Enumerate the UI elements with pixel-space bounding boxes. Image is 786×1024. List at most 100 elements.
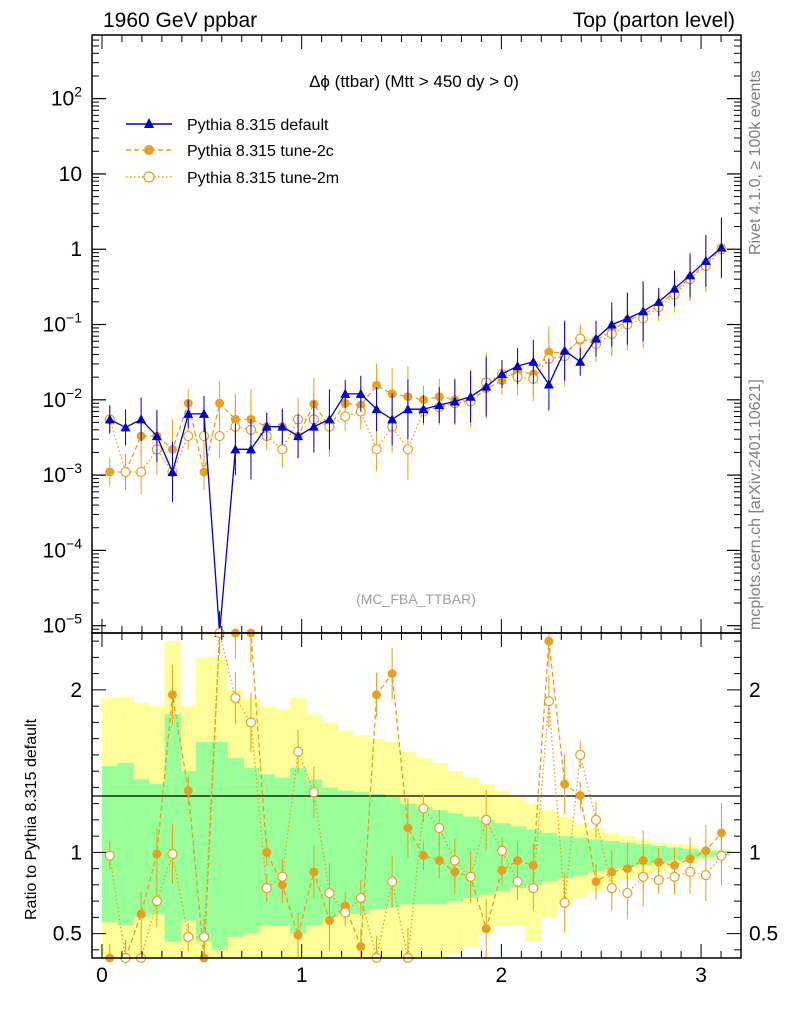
main-default-point: [653, 296, 664, 306]
main-tune2m-point: [136, 466, 147, 478]
ratio-tune2m-point: [198, 931, 210, 942]
ratio-tune2m-point: [638, 871, 649, 882]
ratio-y-axis-label: Ratio to Pythia 8.315 default: [23, 718, 40, 920]
main-default-point: [575, 356, 586, 366]
ratio-ytick-label-left: 0.5: [53, 923, 82, 946]
main-default-point: [167, 466, 178, 476]
ratio-tune2c-point: [356, 942, 366, 952]
main-ytick-exponent: 2: [74, 84, 82, 100]
main-ytick-label: 1: [70, 238, 82, 261]
ratio-tune2m-point: [449, 855, 460, 866]
ratio-tune2m-point: [465, 871, 476, 882]
ratio-tune2m-point: [669, 871, 680, 882]
main-tune2m-point: [120, 466, 131, 478]
main-default-point: [606, 319, 617, 329]
ratio-band-inner: [180, 771, 197, 921]
main-ytick-label: 10−4: [43, 535, 83, 562]
legend-default-marker: [144, 118, 154, 128]
main-default-point: [434, 400, 445, 410]
ratio-tune2m-point: [559, 897, 570, 908]
main-tune2m-point: [183, 430, 194, 442]
ratio-band-inner: [290, 767, 307, 934]
main-ytick-label: 102: [51, 84, 82, 111]
ratio-plot-frame: [91, 632, 742, 959]
ratio-tune2m-point: [716, 850, 727, 861]
ratio-tune2m-line: [109, 632, 722, 959]
main-tune2m-point: [575, 333, 586, 344]
main-default-point: [104, 414, 115, 424]
legend: Pythia 8.315 default Pythia 8.315 tune-2…: [126, 117, 339, 187]
ratio-ytick-label-right: 2: [749, 679, 761, 702]
ratio-tune2m-point: [245, 717, 257, 728]
main-default-point: [591, 333, 602, 343]
main-ytick-exponent: −3: [66, 460, 82, 476]
legend-default-label: Pythia 8.315 default: [187, 117, 329, 134]
ratio-tune2c-point: [387, 669, 397, 679]
ratio-tune2c-point: [434, 856, 444, 865]
main-default-point: [496, 369, 507, 379]
ratio-band-inner: [227, 758, 244, 937]
legend-tune2m-marker: [143, 171, 155, 183]
ratio-tune2c-point: [309, 867, 319, 877]
main-tune2m-line: [109, 248, 722, 474]
ratio-tune2m-point: [418, 803, 429, 814]
ratio-tune2m-point: [230, 692, 241, 704]
main-default-point: [700, 255, 711, 265]
main-default-point: [512, 361, 523, 371]
ratio-tune2m-point: [277, 871, 288, 882]
main-default-point: [277, 421, 288, 431]
axis-ticks: [92, 34, 742, 958]
main-ytick-label: 10−2: [43, 385, 83, 412]
ratio-tune2c-point: [152, 849, 162, 859]
main-default-point: [324, 414, 335, 424]
main-default-point: [465, 391, 476, 401]
main-tune2c-point: [372, 380, 382, 390]
ratio-bands: [101, 641, 730, 958]
ratio-band-inner: [211, 741, 228, 950]
main-ytick-label: 10−3: [43, 460, 83, 487]
ratio-band-inner: [556, 836, 574, 879]
ratio-band-inner: [133, 779, 150, 918]
main-ytick-exponent: −5: [66, 611, 82, 627]
ratio-tune2m-point: [167, 848, 178, 860]
main-default-point: [199, 408, 210, 418]
xtick-label: 1: [296, 964, 308, 987]
main-default-point: [543, 379, 554, 389]
ratio-tune2c-point: [183, 786, 193, 796]
main-tune2m-point: [402, 444, 414, 455]
main-ytick-label: 10: [59, 163, 82, 186]
main-default-point: [355, 388, 366, 398]
main-default-point: [559, 345, 570, 355]
main-default-point: [308, 421, 319, 431]
ratio-tune2m-point: [606, 883, 617, 894]
ratio-band-inner: [196, 741, 213, 942]
ratio-ytick-label-left: 1: [70, 841, 82, 864]
ratio-tune2c-line: [109, 632, 722, 959]
main-default-point: [340, 388, 351, 398]
ratio-tune2m-point: [528, 883, 539, 894]
ratio-tune2m-point: [575, 749, 586, 760]
main-default-line: [109, 247, 722, 634]
xtick-label: 2: [496, 964, 508, 987]
ratio-tune2m-point: [308, 787, 319, 798]
ratio-band-inner: [541, 832, 558, 882]
main-default-point: [528, 356, 539, 366]
ratio-ytick-label-right: 0.5: [749, 923, 778, 946]
main-default-point: [245, 444, 256, 454]
ratio-tune2m-point: [340, 907, 351, 918]
ratio-tune2m-point: [261, 883, 272, 894]
ratio-ytick-label-left: 2: [70, 679, 82, 702]
ratio-tune2c-point: [372, 690, 382, 700]
ratio-tune2m-point: [481, 814, 492, 825]
ratio-tune2c-point: [481, 924, 491, 934]
header-right: Top (parton level): [573, 9, 735, 32]
main-ytick-exponent: −4: [66, 535, 82, 551]
ratio-tune2c-point: [167, 690, 177, 700]
main-default-point: [685, 270, 696, 280]
ratio-tune2m-point: [355, 892, 366, 903]
main-default-point: [449, 396, 460, 406]
main-default-point: [716, 242, 727, 252]
ratio-tune2m-point: [324, 887, 335, 899]
ratio-tune2c-point: [262, 847, 272, 857]
side-label-mcplots: mcplots.cern.ch [arXiv:2401.10621]: [747, 379, 764, 630]
